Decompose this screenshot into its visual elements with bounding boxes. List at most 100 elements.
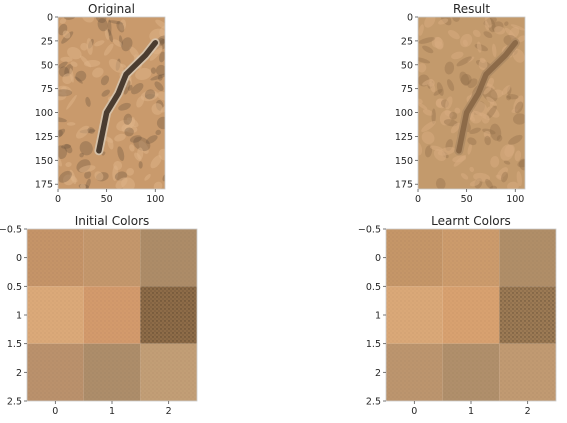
terrain-patch: [155, 19, 165, 29]
terrain-patch: [150, 67, 157, 74]
x-tick-label: 0: [415, 194, 421, 205]
terrain-patch: [481, 114, 490, 124]
terrain-patch: [495, 174, 503, 180]
terrain-patch: [484, 135, 491, 146]
terrain-patch: [87, 127, 95, 134]
terrain-patch: [516, 171, 522, 187]
terrain-patch: [504, 21, 509, 26]
terrain-patch: [94, 171, 104, 181]
terrain-patch: [473, 172, 490, 182]
cell-texture: [442, 229, 500, 287]
terrain-patch: [61, 86, 67, 93]
y-tick-label: 0.5: [7, 282, 22, 293]
terrain-patch: [510, 24, 525, 31]
terrain-patch: [58, 128, 66, 139]
y-tick-label: 25: [41, 36, 53, 47]
terrain-patch: [94, 40, 105, 47]
terrain-patch: [517, 159, 525, 168]
terrain-patch: [124, 127, 134, 137]
axes: 0 1 2 −0.5 0 0.5 1 1.5 2 2.5: [0, 225, 198, 417]
terrain-patch: [100, 75, 110, 86]
panel-initial-colors: Initial Colors 0 1 2 −0.5 0 0.5 1 1.5 2 2.5: [0, 214, 198, 417]
terrain-patch: [512, 48, 525, 63]
terrain-patch: [67, 47, 82, 60]
terrain-patch: [154, 81, 164, 92]
terrain-patch: [453, 155, 467, 167]
terrain-patch: [494, 26, 506, 35]
terrain-patch: [140, 90, 159, 102]
cell-texture: [442, 286, 500, 344]
terrain-patch: [431, 108, 436, 124]
panel-learnt-colors: Learnt Colors 0 1 2 −0.5 0 0.5 1 1.5 2 2.5: [358, 214, 557, 417]
terrain-patch: [469, 127, 481, 135]
y-tick-label: 1.5: [366, 339, 381, 350]
cell-texture: [83, 286, 141, 344]
terrain-patch: [460, 73, 472, 86]
river-channel: [96, 40, 159, 154]
terrain-patch: [418, 57, 431, 64]
y-tick-label: −0.5: [0, 225, 22, 236]
terrain-patch: [144, 89, 156, 100]
terrain-patch: [451, 51, 464, 60]
terrain-patch: [444, 61, 455, 75]
terrain-patch: [484, 17, 492, 28]
terrain-patch: [418, 63, 427, 73]
terrain-patch: [150, 73, 165, 81]
cell-texture: [83, 229, 141, 287]
panel-title: Original: [88, 2, 135, 16]
cell-texture: [386, 286, 443, 344]
terrain-patch: [121, 123, 130, 132]
terrain-patch: [501, 171, 508, 183]
y-tick-label: 0.5: [366, 282, 381, 293]
terrain-patch: [62, 73, 73, 85]
panel-result: Result 0 50 100 0 25 50 75 100 125 150 175: [395, 2, 526, 205]
terrain-patch: [450, 122, 461, 134]
x-tick-label: 50: [101, 194, 113, 205]
terrain-patch: [156, 116, 165, 130]
terrain-patch: [517, 35, 525, 43]
terrain-patch: [69, 169, 77, 185]
terrain-patch: [449, 111, 458, 120]
terrain-patch: [436, 82, 444, 96]
cell-texture: [386, 229, 443, 287]
terrain-patch: [476, 41, 482, 53]
y-tick-label: −0.5: [358, 225, 381, 236]
terrain-patch: [135, 67, 152, 81]
terrain-patch: [467, 143, 472, 155]
terrain-patch: [155, 64, 165, 76]
y-tick-label: 125: [35, 132, 53, 143]
cell-texture: [27, 229, 84, 287]
terrain-patch: [58, 116, 67, 123]
terrain-patch: [454, 107, 461, 114]
terrain-patch: [440, 17, 452, 26]
x-tick-label: 0: [411, 406, 417, 417]
terrain-patch: [112, 165, 119, 181]
terrain-patch: [85, 96, 91, 107]
cell-texture: [442, 343, 500, 401]
terrain-patch: [469, 180, 480, 187]
y-tick-label: 2.5: [366, 397, 381, 408]
x-tick-label: 100: [506, 194, 524, 205]
terrain-patch: [118, 102, 131, 111]
terrain-patch: [503, 160, 511, 165]
y-tick-label: 150: [35, 156, 53, 167]
terrain-patch: [58, 61, 68, 69]
terrain-patch: [151, 103, 163, 115]
terrain-patch: [506, 95, 511, 101]
terrain-patch: [85, 178, 91, 189]
terrain-patch: [422, 79, 433, 86]
terrain-patch: [489, 185, 498, 189]
plot-frame: [57, 16, 166, 190]
y-tick-label: 1: [16, 311, 22, 322]
terrain-patch: [129, 135, 142, 143]
terrain-patch: [467, 56, 475, 63]
terrain-patch: [70, 61, 78, 67]
satellite-image: [418, 17, 525, 189]
terrain-patch: [101, 89, 110, 97]
terrain-patch: [133, 136, 151, 152]
plot-frame: [417, 16, 526, 190]
terrain-patch: [107, 28, 114, 43]
terrain-patch: [127, 84, 133, 91]
terrain-patch: [485, 178, 493, 189]
terrain-patch: [137, 147, 144, 160]
